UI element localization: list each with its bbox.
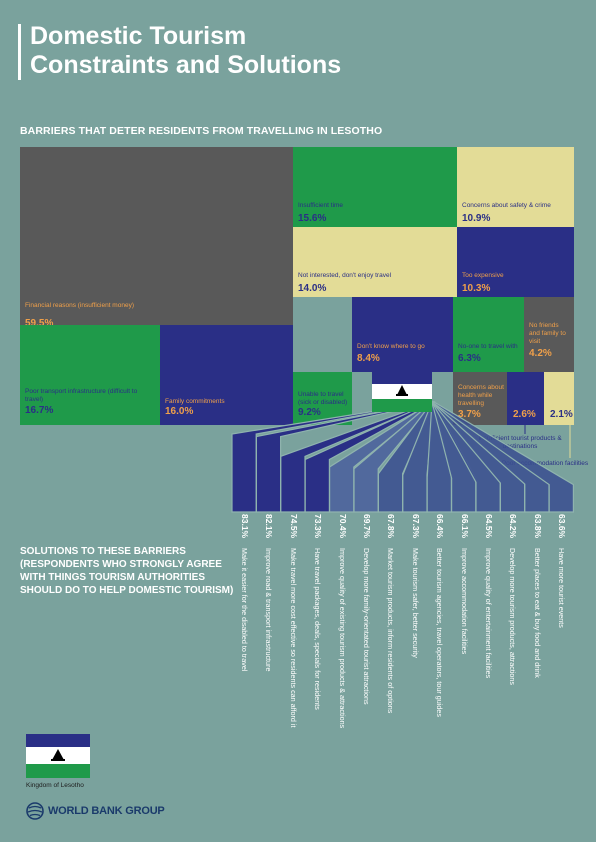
title-line-1: Domestic Tourism — [30, 22, 247, 50]
solution-value: 73.3% — [313, 514, 324, 539]
treemap-value: 59.5% — [25, 318, 54, 329]
flag-caption: Kingdom of Lesotho — [26, 782, 84, 789]
solutions-heading-line-1: SOLUTIONS TO THESE BARRIERS — [20, 546, 186, 557]
solutions-heading: SOLUTIONS TO THESE BARRIERS (RESPONDENTS… — [20, 545, 250, 597]
solution-label: Have travel packages, deals, specials fo… — [313, 548, 323, 710]
treemap-label: Don't know where to go — [357, 343, 425, 350]
solution-value: 67.8% — [386, 514, 397, 539]
solution-label: Make travel more cost effective so resid… — [288, 548, 298, 728]
solution-label: Improve quality of entertainment facilit… — [484, 548, 493, 679]
page-title: Domestic Tourism Constraints and Solutio… — [30, 22, 570, 80]
solutions-heading-line-4: SHOULD DO TO HELP DOMESTIC TOURISM) — [20, 585, 234, 596]
solution-value: 63.6% — [557, 514, 568, 539]
treemap-tile: Concerns about health while travelling 3.… — [453, 372, 507, 425]
treemap-label: No friends and family to visit — [529, 322, 566, 345]
globe-icon — [26, 802, 44, 820]
treemap-value: 8.4% — [357, 353, 380, 364]
solution-label: Better tourism agencies, travel operator… — [435, 548, 445, 717]
treemap-label: Insufficient time — [298, 202, 344, 209]
solution-value: 63.8% — [532, 514, 543, 539]
barriers-heading: BARRIERS THAT DETER RESIDENTS FROM TRAVE… — [20, 125, 383, 137]
treemap-label: No-one to travel with — [458, 343, 518, 350]
treemap-label: Concerns about health while travelling — [458, 384, 504, 407]
logo-text: WORLD BANK GROUP — [48, 805, 165, 817]
treemap-value: 4.2% — [529, 348, 552, 359]
solution-bar — [426, 401, 452, 513]
treemap-label: Not interested, don't enjoy travel — [298, 272, 392, 279]
solution-value: 69.7% — [362, 514, 372, 539]
solution-label: Develop more family-orientated tourist a… — [362, 548, 371, 705]
treemap-tile: 2.6% — [507, 372, 544, 425]
treemap-tile: Unable to travel (sick or disabled) 9.2% — [293, 372, 352, 425]
solution-value: 70.4% — [337, 514, 348, 539]
treemap-label: Poor transport infrastructure (difficult… — [25, 388, 138, 403]
solutions-heading-line-2: (RESPONDENTS WHO STRONGLY AGREE — [20, 559, 222, 570]
treemap-value: 2.1% — [550, 409, 573, 420]
solution-bar — [402, 401, 435, 513]
solution-bar — [353, 401, 436, 513]
solution-label: Market tourism products, inform resident… — [386, 548, 396, 714]
solution-label: Improve road & transport infrastructure — [264, 548, 274, 672]
treemap-label: Unable to travel (sick or disabled) — [298, 391, 348, 406]
solution-label: Have more tourist events — [557, 548, 567, 628]
treemap-tile: 2.1% — [544, 372, 574, 425]
treemap-tile: Poor transport infrastructure (difficult… — [20, 325, 160, 425]
treemap-value: 16.0% — [165, 406, 194, 417]
treemap-tile: Don't know where to go 8.4% — [352, 297, 453, 372]
world-bank-logo: WORLD BANK GROUP — [26, 802, 165, 820]
title-line-2: Constraints and Solutions — [30, 51, 342, 79]
treemap-tile: Insufficient time 15.6% — [293, 147, 457, 227]
treemap-tile: Financial reasons (insufficient money) 59… — [20, 147, 293, 329]
solution-value: 64.2% — [508, 514, 519, 539]
solution-label: Make it easier for the disabled to trave… — [240, 548, 249, 672]
treemap-label: Too expensive — [462, 272, 504, 279]
treemap-value: 10.9% — [462, 213, 491, 224]
solution-value: 67.3% — [410, 514, 421, 539]
treemap-label: Financial reasons (insufficient money) — [25, 302, 134, 309]
solution-label: Better places to eat & buy food and drin… — [532, 548, 542, 678]
lesotho-flag-small — [372, 372, 432, 412]
treemap-label: Family commitments — [165, 398, 225, 405]
treemap-tile: Not interested, don't enjoy travel 14.0% — [293, 227, 457, 297]
solution-label: Improve accommodation facilities — [459, 548, 469, 655]
treemap-callout: Insufficient tourist products & destinat… — [478, 435, 562, 450]
solution-value: 66.1% — [459, 514, 470, 539]
treemap-tile: No-one to travel with 6.3% — [453, 297, 524, 372]
treemap-value: 6.3% — [458, 353, 481, 364]
solution-label: Make tourism safer, better security — [410, 548, 420, 658]
treemap-value: 10.3% — [462, 283, 491, 294]
title-accent-bar — [18, 24, 21, 80]
solution-value: 66.4% — [435, 514, 446, 539]
treemap-value: 9.2% — [298, 407, 321, 418]
treemap-callout: Poor accommodation facilities — [501, 460, 589, 467]
solution-label: Develop more tourism products, attractio… — [508, 548, 518, 686]
treemap-tile: Too expensive 10.3% — [457, 227, 574, 297]
treemap-value: 2.6% — [513, 409, 536, 420]
treemap-tile: No friends and family to visit 4.2% — [524, 297, 574, 372]
solution-value: 74.5% — [288, 514, 299, 539]
treemap-label: Concerns about safety & crime — [462, 202, 551, 209]
treemap-tile: Concerns about safety & crime 10.9% — [457, 147, 574, 227]
solution-label: Improve quality of existing tourism prod… — [337, 548, 347, 729]
treemap-tile: Family commitments 16.0% — [160, 325, 293, 425]
solution-value: 82.1% — [264, 514, 275, 539]
lesotho-flag — [26, 734, 90, 778]
treemap-value: 16.7% — [25, 405, 54, 416]
solution-value: 64.5% — [484, 514, 494, 539]
solutions-heading-line-3: WITH THINGS TOURISM AUTHORITIES — [20, 572, 205, 583]
solution-value: 83.1% — [240, 514, 250, 539]
treemap-value: 15.6% — [298, 213, 327, 224]
treemap-value: 14.0% — [298, 283, 327, 294]
solution-bar — [377, 401, 435, 513]
treemap-value: 3.7% — [458, 409, 481, 420]
